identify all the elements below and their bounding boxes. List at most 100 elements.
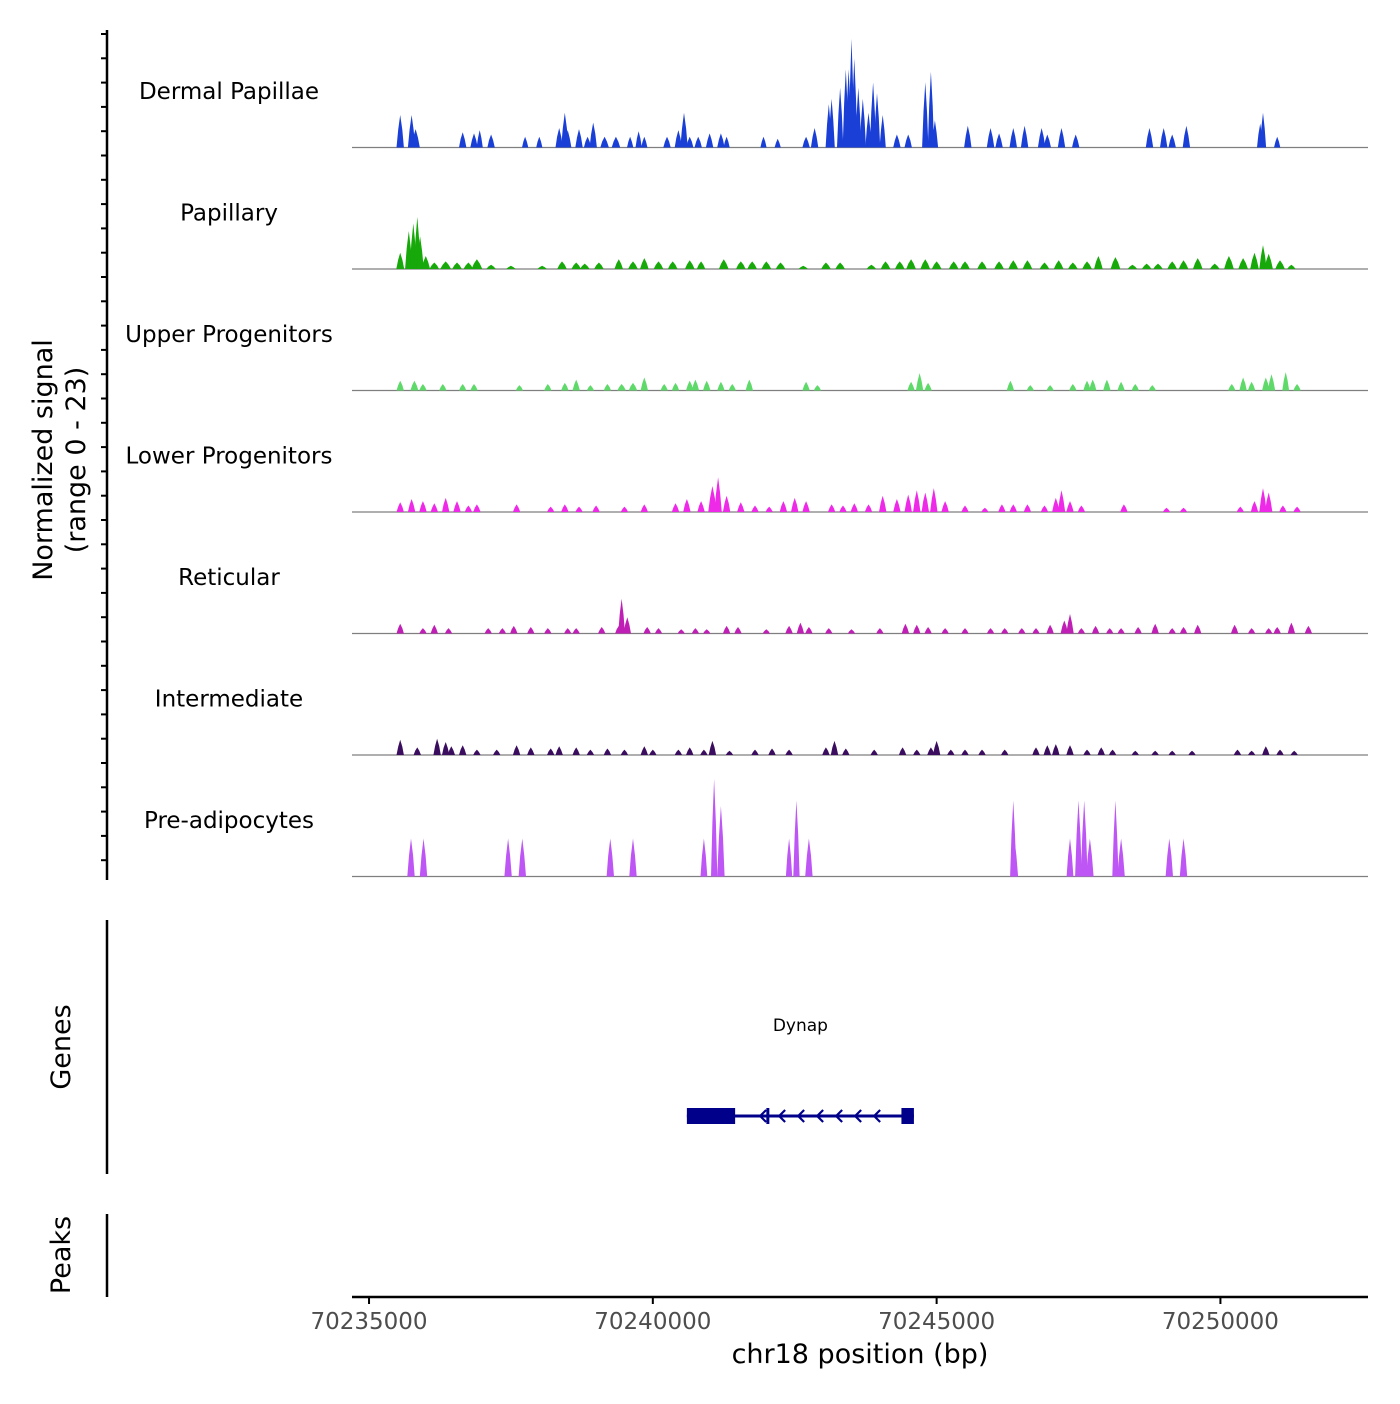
coverage-peak [700,838,708,877]
coverage-peak [571,262,581,269]
coverage-peak [1239,377,1247,391]
coverage-peak [686,747,694,755]
coverage-peak [907,381,915,391]
coverage-peak [1250,501,1259,512]
coverage-peak [640,377,648,391]
strand-arrow [758,1109,767,1123]
coverage-peak [981,507,989,512]
coverage-peak [1072,134,1080,148]
coverage-peak [1293,384,1301,391]
coverage-peak [1069,384,1077,391]
coverage-peak [1001,628,1009,634]
coverage-peak [1131,750,1139,755]
strand-arrow [853,1109,862,1123]
coverage-peak [575,129,583,148]
coverage-peak [1259,245,1267,269]
coverage-peak [396,380,404,391]
coverage-peak [1043,134,1051,148]
coverage-peak [851,58,858,148]
coverage-peak [717,381,725,391]
coverage-peak [873,93,881,148]
coverage-peak [686,380,694,391]
coverage-peak [964,125,972,148]
coverage-peak [855,87,862,148]
coverage-peak [948,261,959,269]
coverage-peak [635,131,642,148]
coverage-peak [1265,492,1273,512]
coverage-peak [561,382,569,391]
coverage-peak [471,259,483,269]
x-axis-title: chr18 position (bp) [732,1339,989,1370]
coverage-peak [555,746,563,755]
coverage-peak [879,495,887,512]
coverage-peak [618,598,625,634]
gene-exon [686,1108,736,1124]
coverage-peak [564,628,572,634]
coverage-peak [617,384,626,391]
coverage-peak [620,749,629,755]
coverage-peak [1259,112,1267,148]
coverage-peak [1082,261,1092,269]
coverage-peak [924,627,932,634]
track-papillary: Papillary [180,201,1368,270]
coverage-peak [751,505,759,512]
coverage-peak [711,778,718,877]
coverage-peak [1274,136,1281,148]
coverage-peak [977,261,987,269]
coverage-peak [913,749,921,755]
coverage-peak [718,259,729,269]
coverage-peak [960,261,970,269]
track-dermal-papillae: Dermal Papillae [139,39,1368,149]
coverage-peak [1026,385,1034,391]
coverage-peak [961,749,969,755]
coverage-peak [1148,385,1156,391]
coverage-peak [1160,128,1168,148]
coverage-peak [869,82,877,148]
coverage-peak [1127,264,1138,269]
coverage-peak [1182,125,1191,148]
coverage-peak [1043,745,1051,755]
coverage-peak [1077,628,1086,634]
gene-label-dynap: Dynap [773,1016,828,1036]
coverage-peak [994,261,1004,269]
coverage-peak [430,503,438,512]
track-label-papillary: Papillary [180,201,278,227]
coverage-peak [473,504,481,512]
coverage-y-axis-ticks [101,33,107,862]
coverage-peak [922,82,929,148]
coverage-peak [880,261,891,269]
strand-arrow [815,1109,824,1123]
coverage-peak [470,133,478,148]
coverage-peak [1224,256,1234,269]
coverage-peak [518,838,526,877]
coverage-peak [1094,256,1103,269]
coverage-peak [913,624,921,634]
coverage-peak [606,838,614,877]
coverage-peak [745,379,753,391]
coverage-peak [1032,628,1040,634]
coverage-peak [893,134,901,148]
coverage-peak [1194,624,1202,634]
coverage-peak [930,488,938,512]
coverage-peak [813,385,822,391]
coverage-peak [564,130,572,148]
coverage-peak [453,501,461,512]
coverage-peak [751,749,759,755]
coverage-peak [865,112,872,148]
y-axis-title-line1: Normalized signal [28,339,59,581]
coverage-peak [1075,800,1082,877]
coverage-peak [1009,504,1017,512]
coverage-peak [1066,838,1074,877]
coverage-peak [837,87,844,148]
x-axis-ticks: 70235000 70240000 70245000 70250000 [310,1297,1279,1335]
coverage-peak [1066,501,1074,512]
coverage-peak [1057,128,1066,148]
coverage-peak [737,502,745,512]
track-upper-progenitors: Upper Progenitors [125,322,1368,392]
coverage-peak [1178,260,1189,269]
coverage-peak [728,384,736,391]
coverage-peak [904,494,912,512]
track-label-dermal-papillae: Dermal Papillae [139,79,319,105]
coverage-peak [1066,745,1074,755]
coverage-peak [620,506,629,512]
